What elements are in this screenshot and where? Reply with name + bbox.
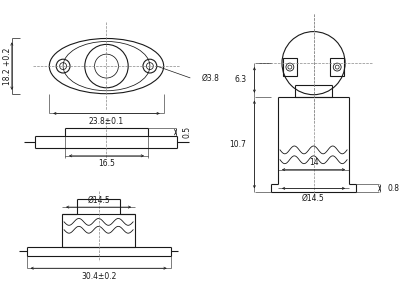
Text: Ø3.8: Ø3.8 [202, 74, 220, 82]
Text: 0.5: 0.5 [182, 126, 192, 138]
Text: 0.8: 0.8 [388, 184, 400, 193]
Text: 6.3: 6.3 [234, 76, 246, 84]
Text: 14: 14 [309, 158, 318, 167]
Text: 18.2 +0.2: 18.2 +0.2 [3, 47, 12, 85]
Text: 10.7: 10.7 [230, 140, 246, 149]
Bar [330, 58, 344, 76]
Bar [283, 58, 297, 76]
Text: 23.8±0.1: 23.8±0.1 [89, 117, 124, 126]
Text: 30.4±0.2: 30.4±0.2 [81, 272, 116, 281]
Text: Ø14.5: Ø14.5 [302, 194, 325, 203]
Text: 16.5: 16.5 [98, 159, 115, 168]
Text: Ø14.5: Ø14.5 [87, 196, 110, 205]
